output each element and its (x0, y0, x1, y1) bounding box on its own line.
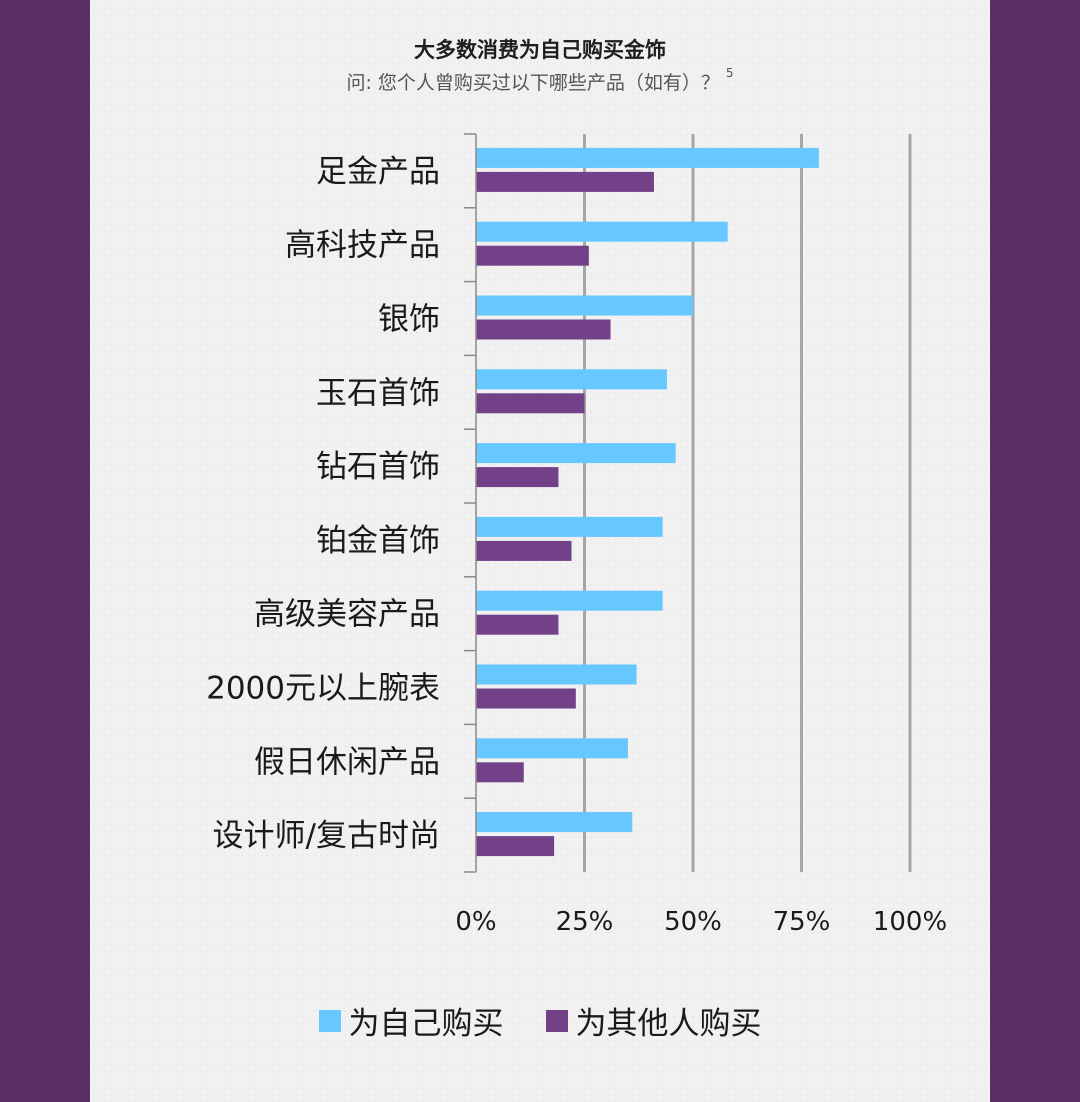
bar-others-4 (476, 467, 559, 488)
category-label-3: 玉石首饰 (316, 375, 440, 411)
bar-self-8 (476, 738, 628, 759)
x-tick-label-100: 100% (873, 907, 947, 937)
category-label-4: 钻石首饰 (316, 449, 440, 485)
category-label-8: 假日休闲产品 (254, 744, 440, 780)
bar-self-3 (476, 369, 667, 390)
chart-subtitle-text: 问: 您个人曾购买过以下哪些产品（如有）？ (346, 72, 720, 94)
chart-subtitle: 问: 您个人曾购买过以下哪些产品（如有）？ 5 (90, 66, 990, 95)
left-border (0, 0, 90, 1102)
x-tick-label-0: 0% (455, 907, 496, 937)
bar-others-0 (476, 171, 654, 192)
bar-self-5 (476, 516, 663, 537)
legend: 为自己购买 为其他人购买 (0, 998, 1080, 1043)
bar-others-2 (476, 319, 611, 340)
category-label-7: 2000元以上腕表 (206, 671, 440, 707)
bar-self-9 (476, 812, 633, 833)
bar-self-2 (476, 295, 693, 316)
category-label-1: 高科技产品 (285, 228, 440, 264)
bar-self-7 (476, 664, 637, 685)
category-label-6: 高级美容产品 (254, 597, 440, 633)
bar-self-1 (476, 221, 728, 242)
legend-label-others: 为其他人购买 (575, 1006, 762, 1042)
x-tick-label-50: 50% (664, 907, 722, 937)
bar-others-8 (476, 762, 524, 783)
bar-others-6 (476, 614, 559, 635)
category-label-9: 设计师/复古时尚 (213, 818, 440, 854)
legend-swatch-self (318, 1009, 341, 1032)
legend-item-self: 为自己购买 (318, 998, 504, 1043)
bar-others-5 (476, 540, 572, 561)
legend-swatch-others (545, 1009, 568, 1032)
legend-label-self: 为自己购买 (348, 1006, 504, 1042)
x-tick-label-75: 75% (773, 907, 831, 937)
legend-item-others: 为其他人购买 (545, 998, 762, 1043)
x-tick-label-25: 25% (556, 907, 614, 937)
bar-self-4 (476, 443, 676, 464)
bar-others-3 (476, 393, 585, 414)
bar-self-0 (476, 147, 819, 168)
category-label-5: 铂金首饰 (316, 523, 440, 559)
bar-others-9 (476, 836, 555, 857)
right-border (990, 0, 1080, 1102)
bar-others-7 (476, 688, 576, 709)
bar-others-1 (476, 245, 589, 266)
category-label-2: 银饰 (378, 302, 440, 338)
footnote-mark: 5 (725, 66, 734, 80)
chart-title: 大多数消费为自己购买金饰 (414, 38, 666, 62)
category-label-0: 足金产品 (316, 154, 440, 190)
bar-self-6 (476, 590, 663, 611)
